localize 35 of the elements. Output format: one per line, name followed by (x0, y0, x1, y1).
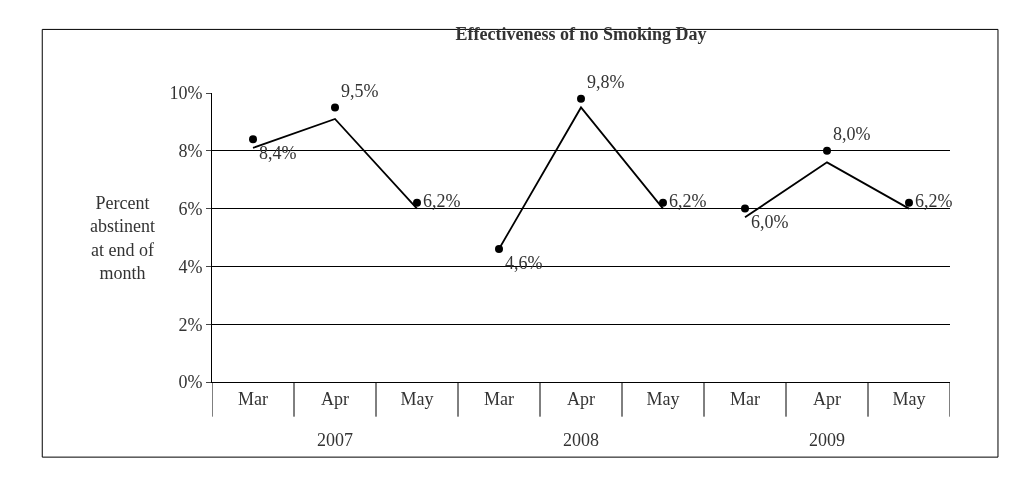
x-tick-label: Apr (321, 388, 349, 409)
point (249, 135, 257, 144)
data-label: 6,2% (669, 191, 707, 212)
data-label: 9,8% (587, 72, 625, 93)
point (823, 146, 831, 155)
y-tick-label: 6% (178, 198, 203, 219)
x-tick-label: Apr (813, 388, 841, 409)
point (659, 198, 667, 207)
x-tick-label: Mar (730, 388, 760, 409)
y-tick-label: 10% (169, 83, 203, 104)
x-tick-label: Apr (567, 388, 595, 409)
y-axis-title: Percent abstinent at end of month (90, 193, 155, 284)
text: 2007 (317, 430, 353, 450)
y-tick-label: 4% (178, 256, 203, 277)
point (413, 198, 421, 207)
point (905, 198, 913, 207)
chart-title: Effectiveness of no Smoking Day (455, 24, 707, 45)
point (331, 103, 339, 112)
x-tick-label: May (400, 388, 434, 409)
data-label: 6,2% (915, 191, 953, 212)
y-tick-label: 8% (178, 141, 203, 162)
x-tick-label: Mar (238, 388, 268, 409)
point (741, 204, 749, 213)
text: 2008 (563, 430, 599, 450)
x-tick-label: Mar (484, 388, 514, 409)
data-label: 6,2% (423, 191, 461, 212)
text: 2009 (809, 430, 845, 450)
point (577, 94, 585, 103)
data-label: 6,0% (751, 212, 789, 233)
data-label: 8,0% (833, 124, 871, 145)
y-tick-label: 2% (178, 314, 203, 335)
x-tick-label: May (646, 388, 680, 409)
x-tick-label: May (892, 388, 926, 409)
y-tick-label: 0% (178, 372, 203, 393)
data-label: 9,5% (341, 80, 379, 101)
